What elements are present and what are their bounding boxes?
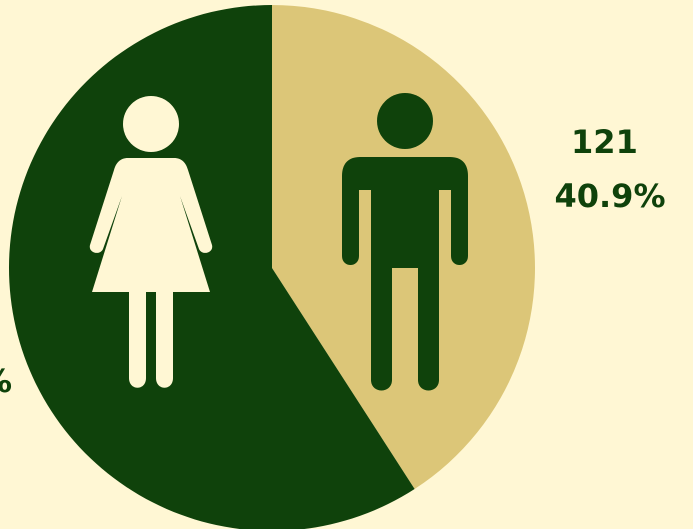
pie-slices (9, 5, 535, 529)
male-percent-label: 40.9% (554, 177, 665, 215)
female-percent-label: 59.1% (0, 362, 12, 400)
female-person-icon (89, 96, 213, 388)
pie-slice-female (9, 5, 415, 529)
male-person-icon (342, 93, 468, 391)
female-count-label: 175 (0, 308, 1, 346)
male-data-label: 121 40.9% (554, 123, 665, 215)
female-data-label: 175 59.1% (0, 308, 12, 400)
male-count-label: 121 (571, 123, 638, 161)
